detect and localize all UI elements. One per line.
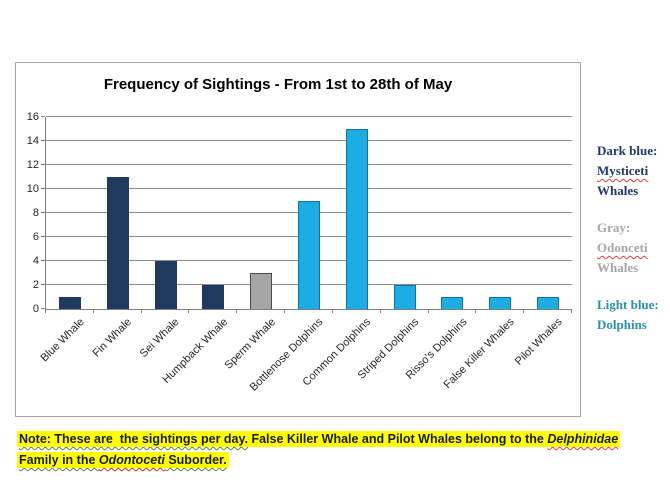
y-axis-tick-label: 8: [32, 207, 39, 219]
y-axis-tick: [41, 188, 45, 189]
chart: Frequency of Sightings - From 1st to 28t…: [15, 62, 581, 417]
x-axis-tick: [236, 309, 238, 313]
y-axis-tick: [41, 260, 45, 261]
bar-risso-s-dolphins: [441, 297, 464, 309]
legend-line: Odonceti: [597, 240, 648, 255]
bar-common-dolphins: [345, 129, 368, 309]
bar-false-killer-whales: [489, 297, 512, 309]
y-axis-tick: [41, 116, 45, 117]
y-axis-tick-label: 10: [26, 183, 39, 195]
x-axis-tick: [284, 309, 286, 313]
x-axis-tick: [188, 309, 190, 313]
y-axis-tick: [41, 284, 45, 285]
legend-item: Dark blue: Mysticeti Whales: [597, 141, 670, 201]
legend-line: Mysticeti: [597, 163, 649, 178]
note-line1: Note: These are the sightings per day. F…: [17, 431, 621, 447]
bar-fin-whale: [106, 177, 129, 309]
x-axis-tick: [523, 309, 525, 313]
bar-pilot-whales: [537, 297, 560, 309]
note-text-segment: False Killer Whale and Pilot Whales belo…: [248, 432, 548, 446]
legend-line: Whales: [597, 183, 639, 198]
x-axis-tick: [45, 309, 46, 313]
legend-line: Gray:: [597, 220, 631, 235]
color-legend: Dark blue: Mysticeti Whales Gray: Odonceti Wh…: [597, 141, 670, 352]
y-axis-tick-label: 2: [32, 279, 39, 291]
y-axis-tick: [41, 308, 45, 309]
y-axis-tick-label: 16: [26, 111, 39, 123]
x-axis-tick: [571, 309, 572, 313]
legend-line: Light blue:: [597, 297, 659, 312]
y-axis-tick-label: 4: [32, 255, 39, 267]
note-text-segment: Family in the: [19, 453, 99, 467]
note: Note: These are the sightings per day. F…: [17, 429, 662, 471]
y-axis-tick-label: 14: [26, 135, 39, 147]
legend-item: Light blue: Dolphins: [597, 295, 670, 335]
gridline: [46, 164, 572, 165]
x-axis-category-label: Blue Whale: [38, 316, 87, 365]
y-axis-tick-label: 6: [32, 231, 39, 243]
bar-striped-dolphins: [393, 285, 416, 309]
legend-item: Gray: Odonceti Whales: [597, 218, 670, 278]
bar-bottlenose-dolphins: [298, 201, 320, 309]
y-axis-tick: [41, 212, 45, 213]
x-axis-tick: [475, 309, 477, 313]
x-axis-tick: [140, 309, 142, 313]
gridline: [46, 188, 572, 189]
x-axis-category-label: Sei Whale: [138, 316, 183, 360]
gridline: [46, 116, 572, 117]
x-axis-category-label: Fin Whale: [90, 316, 135, 360]
x-axis-tick: [331, 309, 333, 313]
legend-line: Whales: [597, 260, 639, 275]
gridline: [46, 140, 572, 141]
bar-sperm-whale: [250, 273, 273, 309]
x-axis-tick: [92, 309, 94, 313]
y-axis-tick-label: 0: [32, 303, 39, 315]
y-axis-tick: [41, 164, 45, 165]
bar-sei-whale: [154, 261, 177, 309]
legend-line: Dark blue:: [597, 143, 658, 158]
x-axis-tick: [427, 309, 429, 313]
x-axis-category-label: Pilot Whales: [512, 316, 565, 368]
y-axis-tick: [41, 236, 45, 237]
plot-area: [45, 116, 572, 310]
legend-line: Dolphins: [597, 317, 647, 332]
bar-blue-whale: [58, 297, 81, 309]
chart-title: Frequency of Sightings - From 1st to 28t…: [103, 76, 453, 93]
x-axis-tick: [379, 309, 381, 313]
note-text-segment: Odontoceti: [98, 453, 165, 467]
y-axis-tick-label: 12: [26, 159, 39, 171]
note-text-segment: Delphinidae: [547, 432, 619, 446]
y-axis-tick: [41, 140, 45, 141]
note-line2: Family in the Odontoceti Suborder.: [17, 452, 229, 468]
bar-humpback-whale: [202, 285, 225, 309]
note-text-segment: Suborder.: [164, 453, 227, 467]
note-text-segment: Note: These are the sightings per day.: [19, 432, 248, 446]
